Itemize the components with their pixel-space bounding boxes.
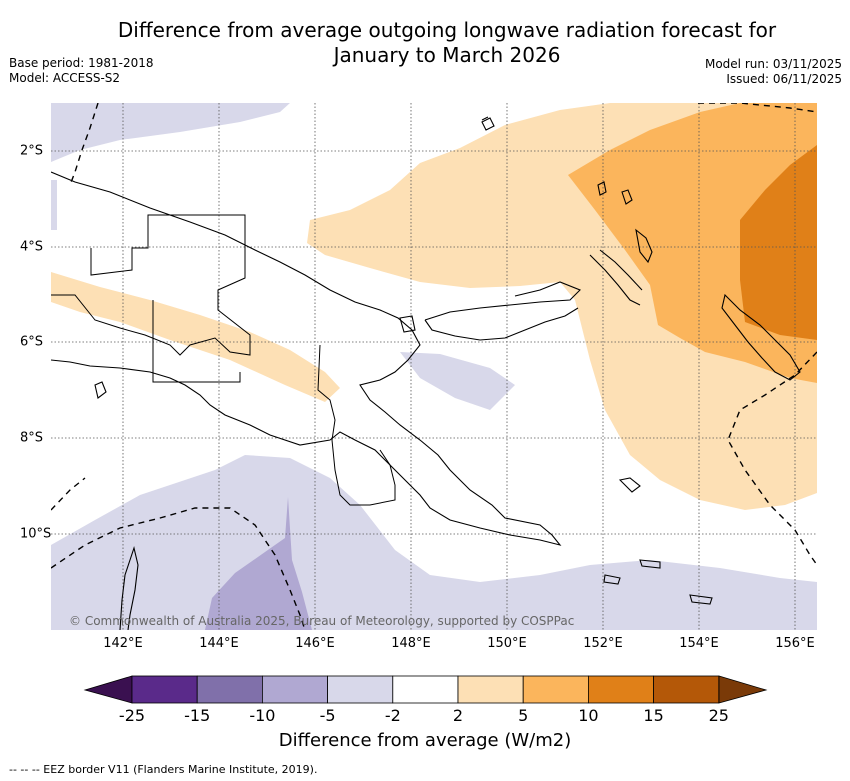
border-inland — [317, 344, 396, 506]
colorbar-segment — [653, 675, 720, 704]
colorbar-tick-label: 15 — [643, 706, 664, 725]
colorbar-segment — [392, 675, 459, 704]
x-tick-label: 148°E — [391, 636, 431, 651]
y-tick-label: 6°S — [20, 334, 44, 350]
x-tick-label: 142°E — [103, 636, 143, 651]
colorbar-segment — [457, 675, 524, 704]
coast-islands-south — [603, 477, 713, 605]
colorbar-over-triangle — [718, 675, 768, 704]
x-tick-label: 146°E — [295, 636, 335, 651]
eez-note: -- -- -- EEZ border V11 (Flanders Marine… — [9, 763, 318, 776]
coast-new-guinea — [51, 171, 562, 546]
anomaly-region-neg-left-strip — [51, 180, 57, 230]
colorbar-tick-label: -15 — [184, 706, 211, 725]
base-period: Base period: 1981-2018 — [9, 56, 154, 70]
coast-manus — [481, 117, 495, 131]
eez-right — [727, 351, 817, 566]
eez-south — [51, 507, 306, 630]
y-tick-label: 4°S — [20, 239, 44, 255]
colorbar-segment — [522, 675, 589, 704]
issued-date: Issued: 06/11/2025 — [726, 72, 842, 86]
colorbar-tick-label: 10 — [578, 706, 599, 725]
copyright-notice: © Commonwealth of Australia 2025, Bureau… — [69, 614, 575, 628]
colorbar-segments — [131, 675, 720, 704]
coastlines — [51, 116, 801, 630]
meta-left: Base period: 1981-2018 Model: ACCESS-S2 — [9, 56, 154, 86]
colorbar-tick-label: 25 — [708, 706, 729, 725]
anomaly-region-pos-strongest — [740, 145, 817, 340]
coast-islands-small — [94, 116, 489, 399]
model-run: Model run: 03/11/2025 — [704, 57, 842, 71]
colorbar-tick-label: -5 — [319, 706, 336, 725]
colorbar — [83, 675, 768, 704]
anomaly-region-neg-center — [400, 352, 515, 410]
coast-new-ireland — [589, 249, 643, 306]
model-name: Model: ACCESS-S2 — [9, 71, 121, 85]
border-provinces — [51, 214, 251, 356]
x-tick-label: 154°E — [679, 636, 719, 651]
colorbar-segment — [261, 675, 328, 704]
colorbar-tick-label: 5 — [518, 706, 529, 725]
colorbar-under-triangle — [83, 675, 133, 704]
title-line-2: January to March 2026 — [333, 43, 561, 67]
x-tick-label: 144°E — [199, 636, 239, 651]
map-area — [51, 103, 817, 630]
eez-top-left — [69, 103, 99, 186]
colorbar-tick-label: 2 — [452, 706, 464, 725]
anomaly-region-neg-strong — [205, 497, 312, 630]
colorbar-segment — [327, 675, 394, 704]
x-tick-label: 152°E — [583, 636, 623, 651]
borders — [51, 214, 396, 506]
colorbar-tick-label: -2 — [384, 706, 401, 725]
anomaly-region-pos-left-band — [51, 272, 340, 402]
y-tick-label: 2°S — [20, 143, 44, 159]
y-tick-label: 8°S — [20, 430, 44, 446]
chart-title: Difference from average outgoing longwav… — [90, 18, 804, 68]
eez-borders — [51, 103, 817, 630]
coast-islands-east — [597, 181, 653, 264]
meta-right: Model run: 03/11/2025 Issued: 06/11/2025 — [705, 57, 842, 87]
colorbar-segment — [196, 675, 263, 704]
border-png-indonesia — [152, 300, 241, 383]
y-tick-label: 10°S — [20, 526, 52, 542]
colorbar-title: Difference from average (W/m2) — [278, 730, 572, 751]
colorbar-segment — [131, 675, 198, 704]
coast-bougainville — [721, 293, 801, 381]
x-tick-label: 156°E — [775, 636, 815, 651]
title-line-1: Difference from average outgoing longwav… — [117, 18, 777, 42]
coast-cape-york — [119, 545, 139, 630]
eez-top-right — [698, 103, 817, 113]
gridlines — [51, 103, 817, 630]
colorbar-tick-label: -10 — [249, 706, 276, 725]
x-tick-label: 150°E — [487, 636, 527, 651]
coast-new-britain — [424, 281, 581, 341]
colorbar-segment — [588, 675, 655, 704]
eez-left-lower — [51, 477, 86, 511]
colorbar-tick-label: -25 — [118, 706, 146, 725]
anomaly-region-neg-top-left — [51, 103, 290, 162]
